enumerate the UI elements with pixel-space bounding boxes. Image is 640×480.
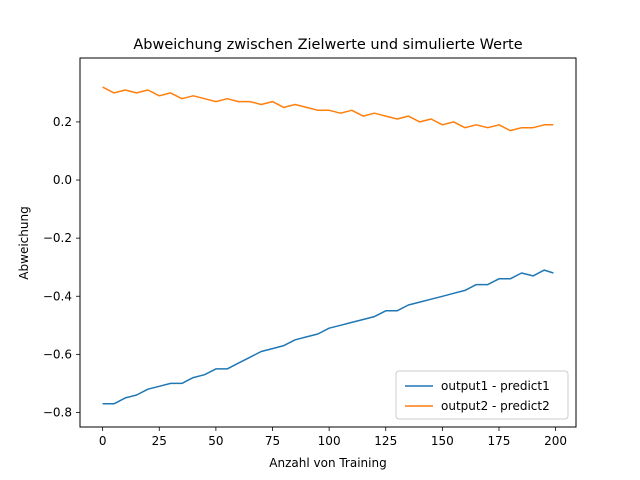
y-axis-label: Abweichung — [17, 206, 31, 279]
legend-box — [395, 370, 569, 420]
x-tick-label: 150 — [431, 434, 454, 448]
x-tick-label: 200 — [544, 434, 567, 448]
y-tick-label: −0.4 — [43, 289, 72, 303]
y-tick-label: 0.0 — [53, 173, 72, 187]
y-tick-label: −0.2 — [43, 231, 72, 245]
y-axis-ticks: −0.8 −0.6 −0.4 −0.2 0.0 0.2 — [43, 115, 80, 419]
x-tick-label: 25 — [152, 434, 167, 448]
legend-label: output2 - predict2 — [441, 399, 550, 413]
x-tick-label: 50 — [208, 434, 223, 448]
y-tick-label: −0.6 — [43, 347, 72, 361]
chart-title: Abweichung zwischen Zielwerte und simuli… — [133, 37, 522, 53]
series-line-2 — [102, 86, 554, 132]
x-tick-label: 100 — [318, 434, 341, 448]
x-tick-label: 175 — [488, 434, 511, 448]
series-line-1 — [102, 269, 554, 405]
legend: output1 - predict1 output2 - predict2 — [395, 370, 569, 420]
legend-label: output1 - predict1 — [441, 379, 550, 393]
plot-lines — [102, 86, 554, 405]
x-axis-label: Anzahl von Training — [269, 456, 386, 470]
x-axis-ticks: 0 25 50 75 100 125 150 175 200 — [99, 427, 567, 448]
plot-frame — [79, 57, 577, 428]
x-tick-label: 0 — [99, 434, 107, 448]
x-tick-label: 75 — [265, 434, 280, 448]
y-tick-label: −0.8 — [43, 405, 72, 419]
x-tick-label: 125 — [374, 434, 397, 448]
y-tick-label: 0.2 — [53, 115, 72, 129]
